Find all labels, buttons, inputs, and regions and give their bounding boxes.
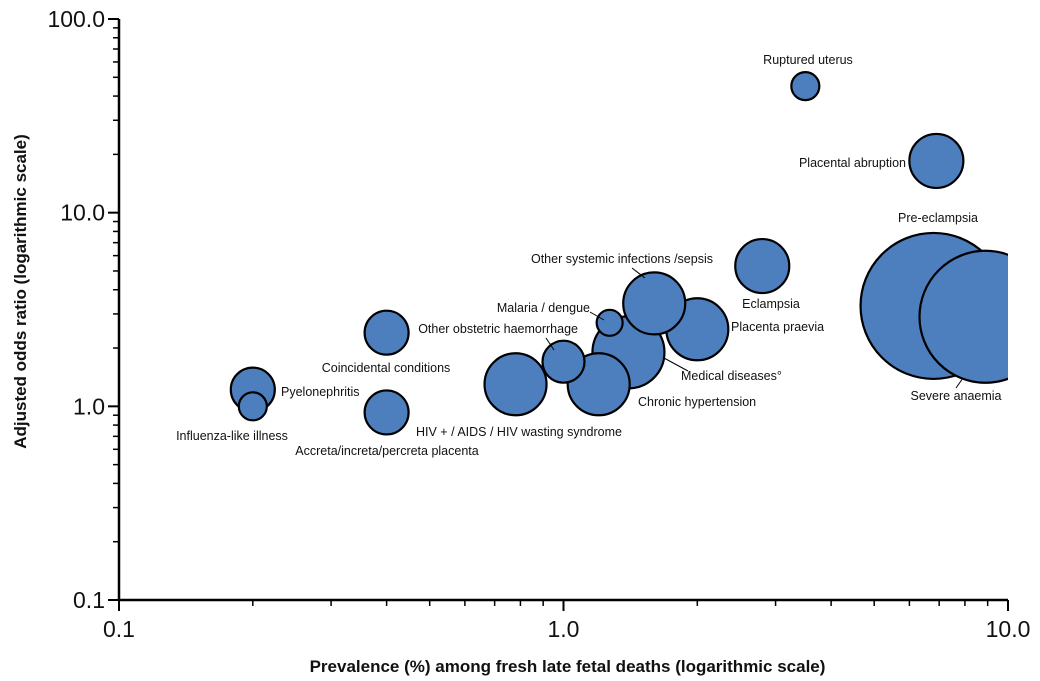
x-tick-label: 10.0: [986, 616, 1031, 642]
bubble-label-other-systemic-infections-sepsis: Other systemic infections /sepsis: [531, 252, 713, 266]
bubble-label-pyelonephritis: Pyelonephritis: [281, 385, 360, 399]
bubble-hiv-aids-hiv-wasting-syndrome: [483, 352, 548, 417]
bubble-other-obstetric-haemorrhage: [541, 339, 586, 384]
bubble-label-pre-eclampsia: Pre-eclampsia: [898, 211, 978, 225]
axes-layer: 0.1 1.0 10.0 0.1 1.0 10.0 100.0: [47, 6, 1030, 642]
bubble-eclampsia: [734, 237, 791, 295]
bubble-label-influenza-like-illness: Influenza-like illness: [176, 429, 288, 443]
bubble-other-systemic-infections-sepsis: [622, 271, 687, 336]
bubble-label-coincidental-conditions: Coincidental conditions: [322, 361, 451, 375]
leader-line-other-obstetric-haemorrhage: [545, 337, 555, 351]
y-axis-title: Adjusted odds ratio (logarithmic scale): [11, 134, 30, 449]
bubble-label-accreta-increta-percreta-placenta: Accreta/increta/percreta placenta: [295, 444, 478, 458]
bubble-accreta-increta-percreta-placenta: [363, 389, 410, 436]
bubble-label-severe-anaemia: Severe anaemia: [910, 389, 1001, 403]
bubble-label-hiv-aids-hiv-wasting-syndrome: HIV + / AIDS / HIV wasting syndrome: [416, 425, 622, 439]
leader-line-malaria-dengue: [589, 311, 605, 321]
bubble-label-ruptured-uterus: Ruptured uterus: [763, 53, 853, 67]
bubble-label-chronic-hypertension: Chronic hypertension: [638, 395, 756, 409]
y-tick-label: 1.0: [73, 393, 105, 419]
leader-lines-layer: [545, 267, 964, 389]
bubble-label-medical-diseases: Medical diseases°: [681, 369, 782, 383]
bubbles-layer: [229, 71, 1008, 436]
bubble-label-eclampsia: Eclampsia: [742, 297, 800, 311]
bubble-influenza-like-illness: [237, 391, 268, 422]
bubble-label-placental-abruption: Placental abruption: [799, 156, 906, 170]
x-tick-label: 1.0: [548, 616, 580, 642]
bubble-placental-abruption: [908, 132, 965, 190]
y-tick-label: 100.0: [47, 6, 105, 32]
bubble-ruptured-uterus: [790, 71, 821, 102]
leader-line-severe-anaemia: [955, 377, 964, 389]
bubble-label-placenta-praevia: Placenta praevia: [731, 320, 824, 334]
y-tick-label: 0.1: [73, 587, 105, 613]
x-axis-title: Prevalence (%) among fresh late fetal de…: [310, 657, 826, 676]
bubble-severe-anaemia: [918, 249, 1008, 384]
bubble-malaria-dengue: [595, 308, 624, 337]
bubble-labels-layer: Ruptured uterus Placental abruption Pre-ec…: [176, 53, 1001, 458]
leader-line-medical-diseases: [663, 357, 689, 372]
x-tick-label: 0.1: [103, 616, 135, 642]
y-tick-label: 10.0: [60, 200, 105, 226]
bubble-label-other-obstetric-haemorrhage: Other obstetric haemorrhage: [418, 322, 578, 336]
bubble-label-malaria-dengue: Malaria / dengue: [497, 301, 590, 315]
leader-line-other-systemic-infections-sepsis: [631, 267, 646, 279]
bubble-coincidental-conditions: [363, 309, 410, 356]
